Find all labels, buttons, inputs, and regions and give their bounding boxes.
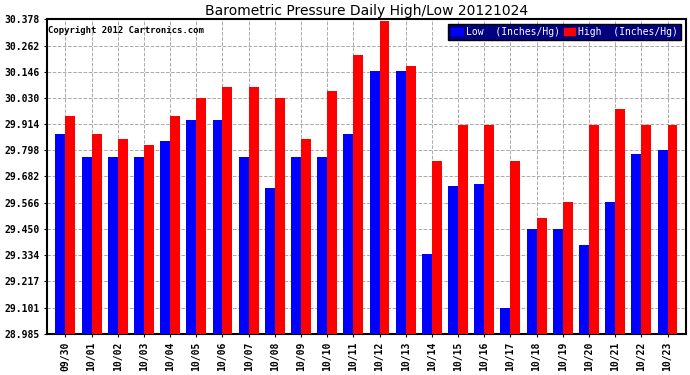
Bar — [291, 157, 301, 334]
Bar — [448, 186, 458, 334]
Bar — [134, 157, 144, 334]
Bar — [344, 134, 353, 334]
Bar — [275, 98, 285, 334]
Bar — [474, 184, 484, 334]
Bar — [553, 229, 563, 334]
Bar — [108, 157, 118, 334]
Bar — [265, 188, 275, 334]
Bar — [526, 229, 537, 334]
Bar — [658, 150, 667, 334]
Bar — [432, 161, 442, 334]
Bar — [239, 157, 248, 334]
Bar — [500, 308, 511, 334]
Bar — [667, 125, 678, 334]
Title: Barometric Pressure Daily High/Low 20121024: Barometric Pressure Daily High/Low 20121… — [205, 4, 528, 18]
Bar — [317, 157, 327, 334]
Legend: Low  (Inches/Hg), High  (Inches/Hg): Low (Inches/Hg), High (Inches/Hg) — [448, 24, 681, 40]
Bar — [563, 202, 573, 334]
Bar — [327, 91, 337, 334]
Bar — [511, 161, 520, 334]
Bar — [248, 87, 259, 334]
Bar — [537, 217, 546, 334]
Bar — [353, 55, 364, 334]
Bar — [301, 138, 311, 334]
Bar — [118, 138, 128, 334]
Bar — [631, 154, 641, 334]
Bar — [484, 125, 494, 334]
Bar — [579, 244, 589, 334]
Bar — [55, 134, 66, 334]
Bar — [458, 125, 468, 334]
Bar — [380, 21, 389, 334]
Bar — [92, 134, 101, 334]
Bar — [81, 157, 92, 334]
Bar — [406, 66, 415, 334]
Bar — [396, 71, 406, 334]
Bar — [160, 141, 170, 334]
Bar — [144, 145, 154, 334]
Bar — [196, 98, 206, 334]
Bar — [641, 125, 651, 334]
Bar — [170, 116, 180, 334]
Bar — [589, 125, 599, 334]
Bar — [615, 109, 625, 334]
Bar — [222, 87, 233, 334]
Bar — [66, 116, 75, 334]
Bar — [605, 202, 615, 334]
Bar — [213, 120, 222, 334]
Bar — [186, 120, 196, 334]
Text: Copyright 2012 Cartronics.com: Copyright 2012 Cartronics.com — [48, 26, 204, 34]
Bar — [422, 254, 432, 334]
Bar — [370, 71, 380, 334]
